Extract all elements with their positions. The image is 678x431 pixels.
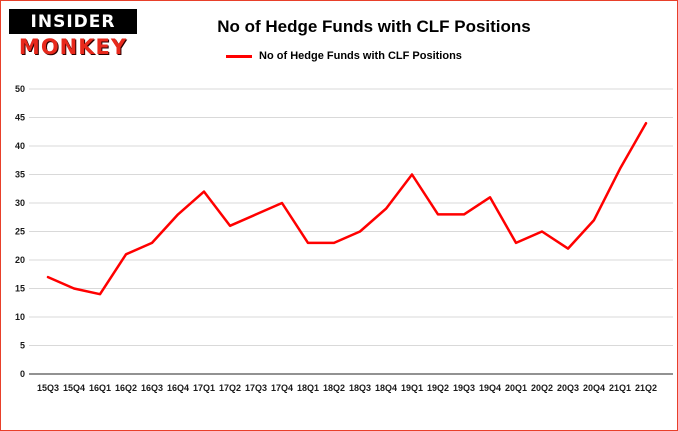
x-tick-label: 18Q2 [323,383,345,393]
x-tick-label: 16Q4 [167,383,189,393]
x-tick-label: 20Q3 [557,383,579,393]
x-tick-label: 17Q4 [271,383,293,393]
chart-legend: No of Hedge Funds with CLF Positions [1,50,677,62]
x-tick-label: 19Q3 [453,383,475,393]
x-tick-label: 20Q4 [583,383,605,393]
x-tick-label: 15Q3 [37,383,59,393]
x-tick-label: 19Q1 [401,383,423,393]
x-tick-label: 21Q2 [635,383,657,393]
x-tick-label: 16Q3 [141,383,163,393]
insider-monkey-logo: INSIDER MONKEY [9,9,137,59]
y-tick-label: 15 [15,284,25,294]
x-tick-label: 20Q1 [505,383,527,393]
y-tick-label: 45 [15,113,25,123]
x-tick-label: 16Q1 [89,383,111,393]
y-tick-label: 40 [15,141,25,151]
x-tick-label: 18Q4 [375,383,397,393]
x-tick-label: 19Q2 [427,383,449,393]
x-tick-label: 17Q1 [193,383,215,393]
y-tick-label: 0 [20,369,25,379]
y-tick-label: 50 [15,84,25,94]
legend-label: No of Hedge Funds with CLF Positions [259,50,462,62]
plot-area: 0 5 10 15 20 25 30 35 40 45 50 15Q3 15Q4 16Q1 16Q2 16Q3… [1,79,677,430]
x-tick-label: 16Q2 [115,383,137,393]
line-chart-svg: 0 5 10 15 20 25 30 35 40 45 50 15Q3 15Q4 16Q1 16Q2 16Q3… [15,84,673,393]
x-tick-label: 17Q3 [245,383,267,393]
x-tick-label: 18Q3 [349,383,371,393]
y-tick-label: 20 [15,255,25,265]
chart-header: INSIDER MONKEY No of Hedge Funds with CL… [1,1,677,79]
y-tick-label: 25 [15,227,25,237]
x-tick-label: 18Q1 [297,383,319,393]
x-tick-label: 20Q2 [531,383,553,393]
series-line [46,121,648,296]
y-tick-label: 10 [15,312,25,322]
legend-line-swatch [226,54,253,58]
chart-title: No of Hedge Funds with CLF Positions [217,17,531,36]
x-tick-label: 21Q1 [609,383,631,393]
y-tick-label: 30 [15,198,25,208]
logo-insider-text: INSIDER [9,9,137,34]
x-tick-label: 17Q2 [219,383,241,393]
logo-monkey-text: MONKEY [18,35,128,59]
y-tick-label: 5 [20,341,25,351]
x-tick-label: 15Q4 [63,383,85,393]
y-tick-label: 35 [15,170,25,180]
x-tick-label: 19Q4 [479,383,501,393]
